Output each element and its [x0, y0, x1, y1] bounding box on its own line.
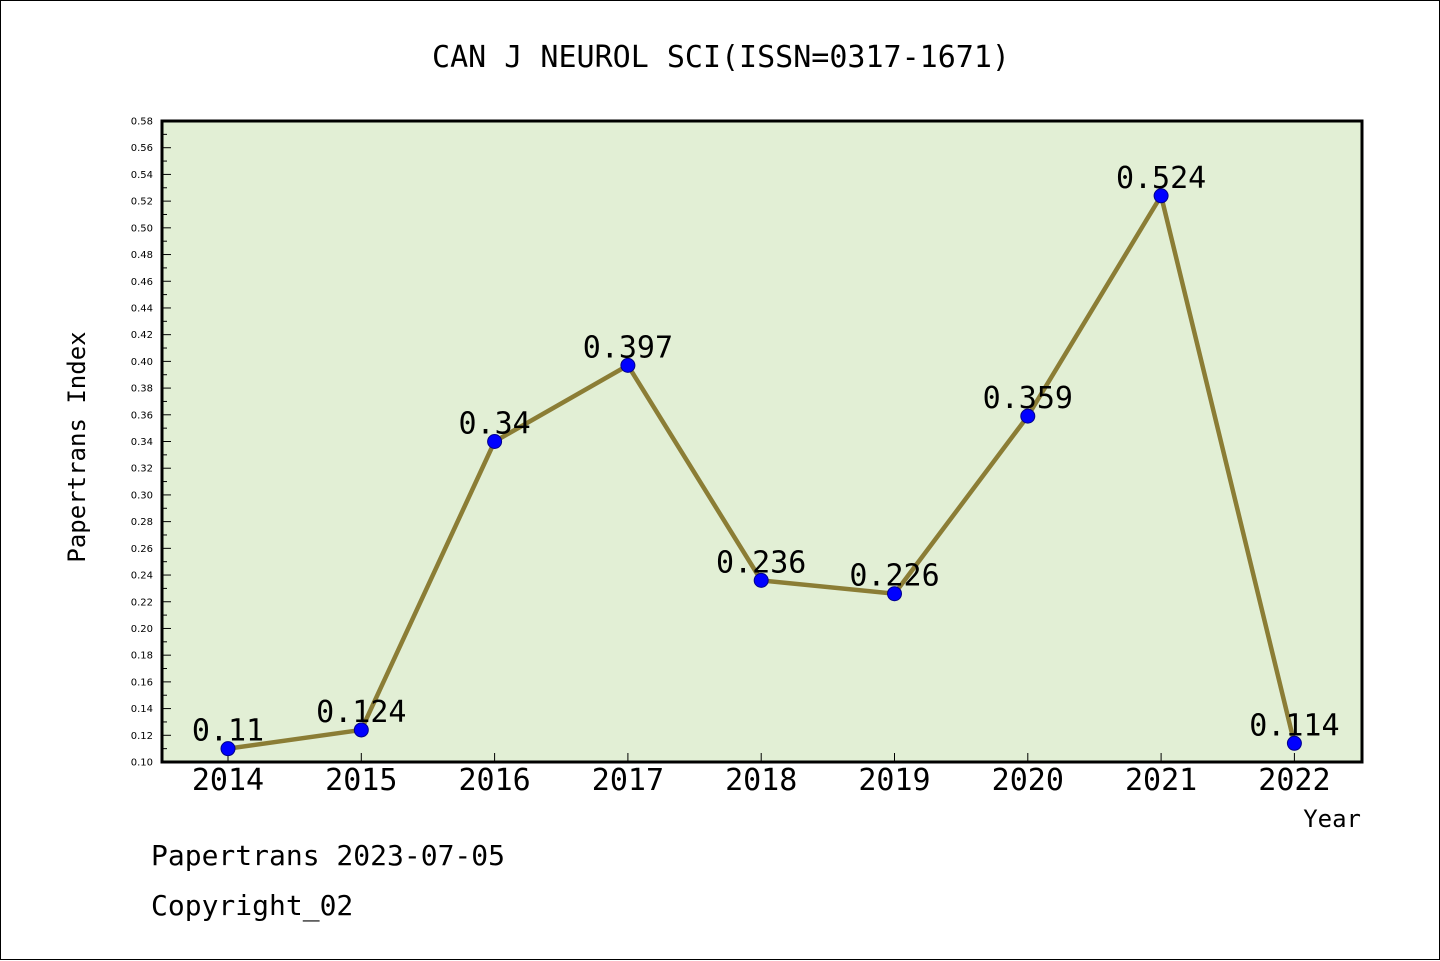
data-point-marker — [487, 434, 503, 449]
plot-area — [162, 121, 1362, 762]
data-value-label: 0.11 — [192, 714, 264, 749]
x-tick-label: 2021 — [1125, 763, 1197, 798]
y-tick-label: 0.38 — [131, 384, 153, 395]
y-tick-label: 0.32 — [131, 464, 153, 475]
x-tick-label: 2018 — [725, 763, 797, 798]
y-tick-label: 0.44 — [131, 303, 153, 314]
y-tick-label: 0.46 — [131, 277, 153, 288]
data-value-label: 0.124 — [316, 695, 406, 730]
y-tick-label: 0.54 — [131, 170, 153, 181]
data-point-marker — [1020, 408, 1036, 424]
y-tick-label: 0.42 — [131, 330, 153, 341]
y-tick-label: 0.26 — [131, 544, 153, 555]
data-point-marker — [887, 586, 902, 602]
data-point-marker — [753, 572, 769, 588]
data-labels: 0.11 0.124 0.34 0.397 0.236 0.226 0.359 0.524 0.… — [192, 161, 1340, 749]
y-tick-label: 0.18 — [131, 651, 153, 662]
y-tick-label: 0.16 — [131, 677, 153, 688]
data-value-label: 0.524 — [1116, 161, 1206, 196]
data-point-marker — [1286, 735, 1302, 751]
data-value-label: 0.226 — [849, 559, 939, 594]
y-tick-label: 0.24 — [131, 571, 153, 582]
footer-date: Papertrans 2023-07-05 — [151, 839, 505, 872]
series — [220, 188, 1302, 757]
data-value-label: 0.359 — [983, 381, 1073, 416]
y-axis-label: Papertrans Index — [63, 331, 91, 562]
y-tick-label: 0.40 — [131, 357, 153, 368]
y-tick-label: 0.14 — [131, 704, 153, 715]
data-value-label: 0.236 — [716, 545, 806, 580]
data-point-marker — [220, 741, 236, 757]
data-value-label: 0.34 — [458, 407, 530, 442]
x-tick-label: 2016 — [458, 763, 530, 798]
data-value-label: 0.397 — [583, 330, 673, 365]
y-tick-label: 0.20 — [131, 624, 153, 635]
y-tick-label: 0.58 — [131, 117, 153, 128]
data-value-label: 0.114 — [1249, 708, 1339, 743]
y-tick-label: 0.36 — [131, 410, 153, 421]
y-axis-ticks: 0.10 0.12 0.14 0.16 0.18 0.20 0.22 0.24 0.26 0.28… — [131, 117, 171, 769]
y-tick-label: 0.34 — [131, 437, 153, 448]
data-point-marker — [1153, 188, 1169, 204]
x-tick-label: 2019 — [858, 763, 930, 798]
x-tick-label: 2015 — [325, 763, 397, 798]
y-tick-label: 0.30 — [131, 490, 153, 501]
y-tick-label: 0.56 — [131, 143, 153, 154]
y-tick-label: 0.48 — [131, 250, 153, 261]
y-tick-label: 0.52 — [131, 197, 153, 208]
plot-border — [160, 119, 1364, 764]
x-tick-label: 2017 — [592, 763, 664, 798]
chart-title: CAN J NEUROL SCI(ISSN=0317-1671) — [432, 40, 1010, 75]
y-tick-label: 0.50 — [131, 223, 153, 234]
x-axis-label: Year — [1303, 805, 1361, 833]
y-tick-label: 0.28 — [131, 517, 153, 528]
y-tick-label: 0.10 — [131, 758, 153, 769]
footer-copyright: Copyright_02 — [151, 889, 353, 923]
x-tick-label: 2020 — [992, 763, 1064, 798]
x-tick-label: 2014 — [192, 763, 264, 798]
x-tick-label: 2022 — [1258, 763, 1330, 798]
y-tick-label: 0.22 — [131, 597, 153, 608]
y-tick-label: 0.12 — [131, 731, 153, 742]
data-point-marker — [620, 357, 636, 373]
x-axis-ticks: 2014 2015 2016 2017 2018 2019 2020 2021 2022 — [192, 753, 1331, 798]
data-point-marker — [353, 722, 369, 738]
